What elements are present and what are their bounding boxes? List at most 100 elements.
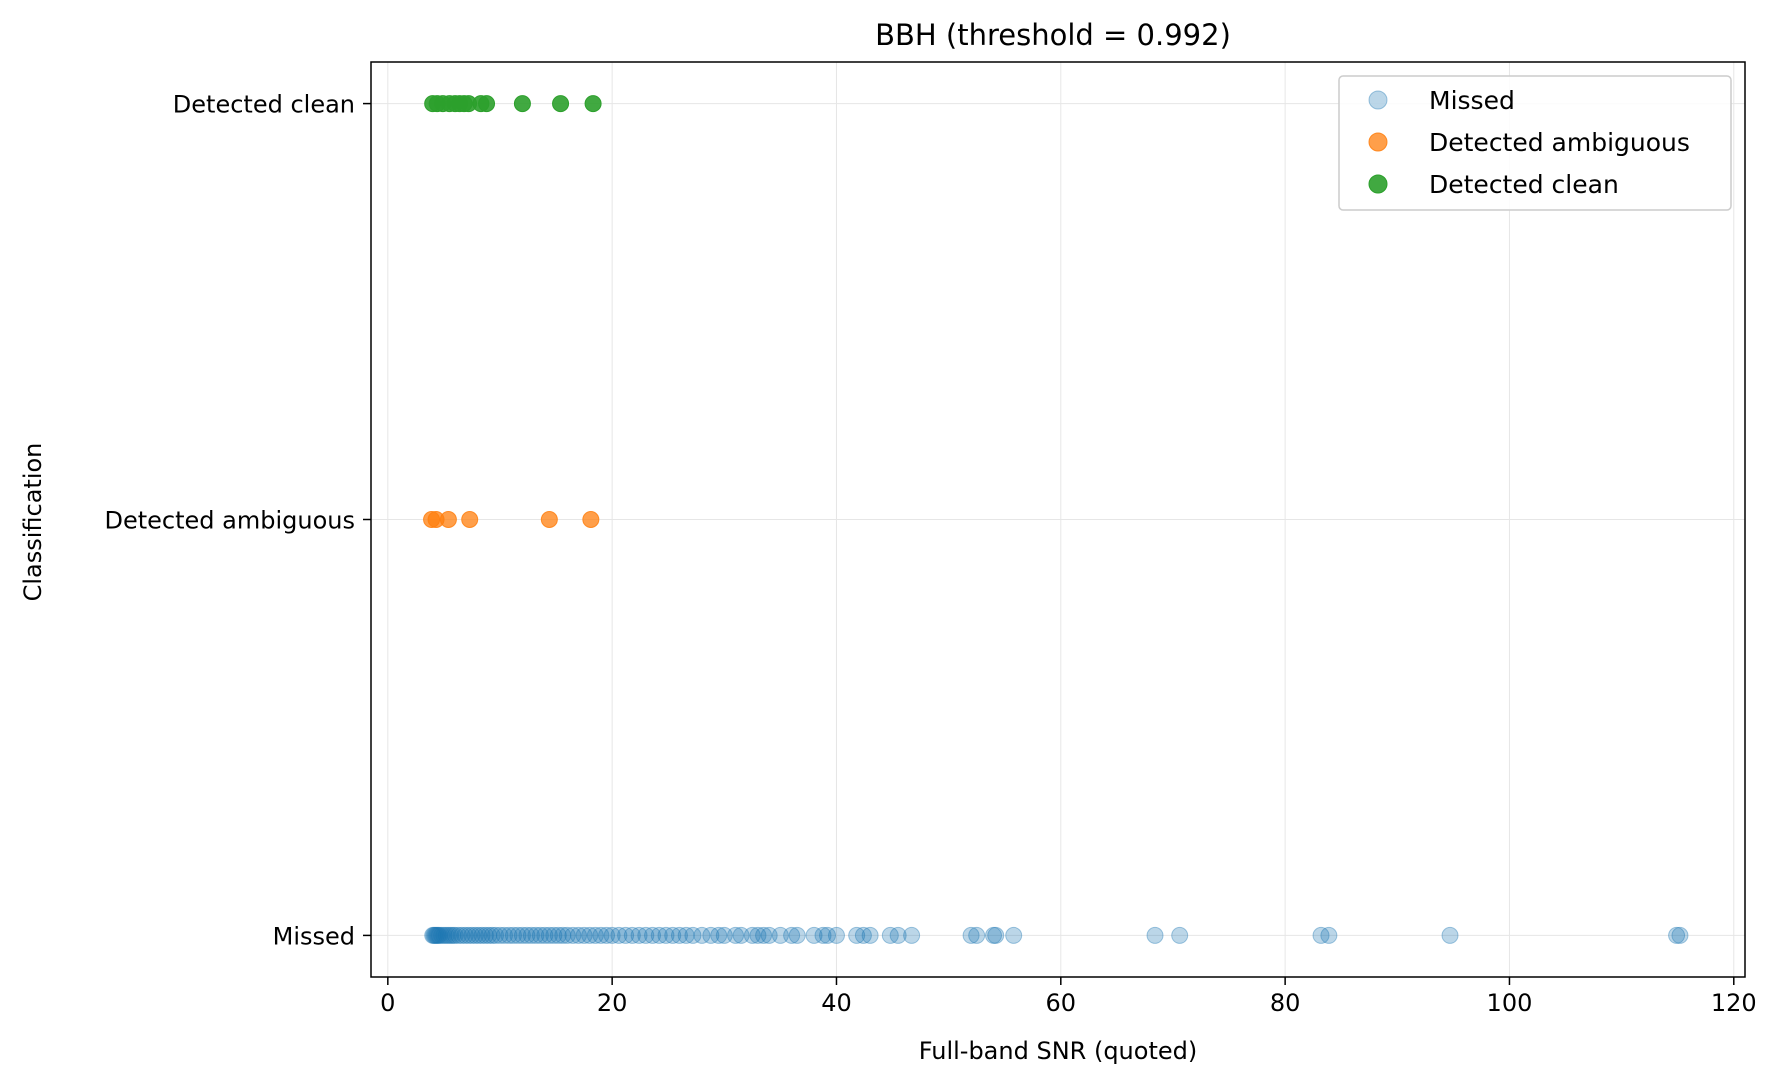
data-point [630,926,648,944]
data-point [581,926,599,944]
data-point [527,926,545,944]
data-point [545,926,563,944]
data-point [670,926,688,944]
data-point [592,926,610,944]
series-missed [424,926,1689,944]
data-point [552,95,570,113]
data-point [433,926,451,944]
legend-box [1338,75,1732,211]
data-point [684,926,702,944]
data-point [1320,926,1338,944]
data-point [889,926,907,944]
data-point [610,926,628,944]
y-axis-label: Classification [19,443,47,602]
data-point [962,926,980,944]
data-point [1146,926,1164,944]
data-point [430,926,448,944]
data-point [549,926,567,944]
data-point [881,926,899,944]
data-point [664,926,682,944]
data-point [460,926,478,944]
data-point [677,926,695,944]
legend-label: Missed [1429,86,1515,115]
data-point [903,926,921,944]
data-point [603,926,621,944]
y-tick-label: Missed [273,922,355,950]
data-point [470,926,488,944]
data-point [854,926,872,944]
data-point [617,926,635,944]
data-point [1668,926,1686,944]
data-point [1671,926,1689,944]
data-point [439,511,457,528]
data-point [456,926,474,944]
data-point [463,926,481,944]
x-tick-label: 20 [597,989,628,1017]
data-point [1171,926,1189,944]
data-point [732,926,750,944]
y-axis-ticks: Missed Detected ambiguous Detected clean [105,91,371,950]
data-point [819,926,837,944]
data-point [504,926,522,944]
data-point [495,926,513,944]
data-point [513,95,531,113]
data-point [788,926,806,944]
data-point [715,926,733,944]
data-point [428,926,446,944]
data-point [437,926,455,944]
legend-marker [1368,132,1388,152]
x-tick-label: 100 [1487,989,1533,1017]
data-point [771,926,789,944]
data-point [570,926,588,944]
data-point [513,926,531,944]
data-point [487,926,505,944]
data-point [582,511,600,528]
data-point [584,95,602,113]
data-point [749,926,767,944]
data-point [861,926,879,944]
data-point [424,926,442,944]
data-point [702,926,720,944]
data-point [637,926,655,944]
data-point [985,926,1003,944]
x-tick-label: 80 [1270,989,1301,1017]
data-point [509,926,527,944]
series-detected-ambiguous [423,511,600,528]
chart-title: BBH (threshold = 0.992) [875,18,1231,52]
data-point [476,926,494,944]
legend-marker [1368,90,1388,110]
data-point [743,926,761,944]
data-point [540,511,558,528]
x-tick-label: 120 [1711,989,1757,1017]
data-point [478,95,496,113]
data-point [586,926,604,944]
data-point [564,926,582,944]
data-point [522,926,540,944]
data-point [444,926,462,944]
data-point [650,926,668,944]
data-point [500,926,518,944]
x-axis-label: Full-band SNR (quoted) [919,1037,1197,1065]
data-point [426,926,444,944]
y-tick-label: Detected clean [173,91,355,119]
x-tick-label: 40 [821,989,852,1017]
x-tick-label: 0 [380,989,395,1017]
data-point [446,926,464,944]
data-point [644,926,662,944]
data-point [453,926,471,944]
data-point [783,926,801,944]
series-detected-clean [424,95,602,113]
data-point [554,926,572,944]
data-point [531,926,549,944]
data-point [968,926,986,944]
data-point [575,926,593,944]
data-point [473,926,491,944]
data-point [558,926,576,944]
data-point [814,926,832,944]
data-points [423,95,1689,944]
data-point [693,926,711,944]
data-point [1312,926,1330,944]
data-point [848,926,866,944]
data-point [540,926,558,944]
